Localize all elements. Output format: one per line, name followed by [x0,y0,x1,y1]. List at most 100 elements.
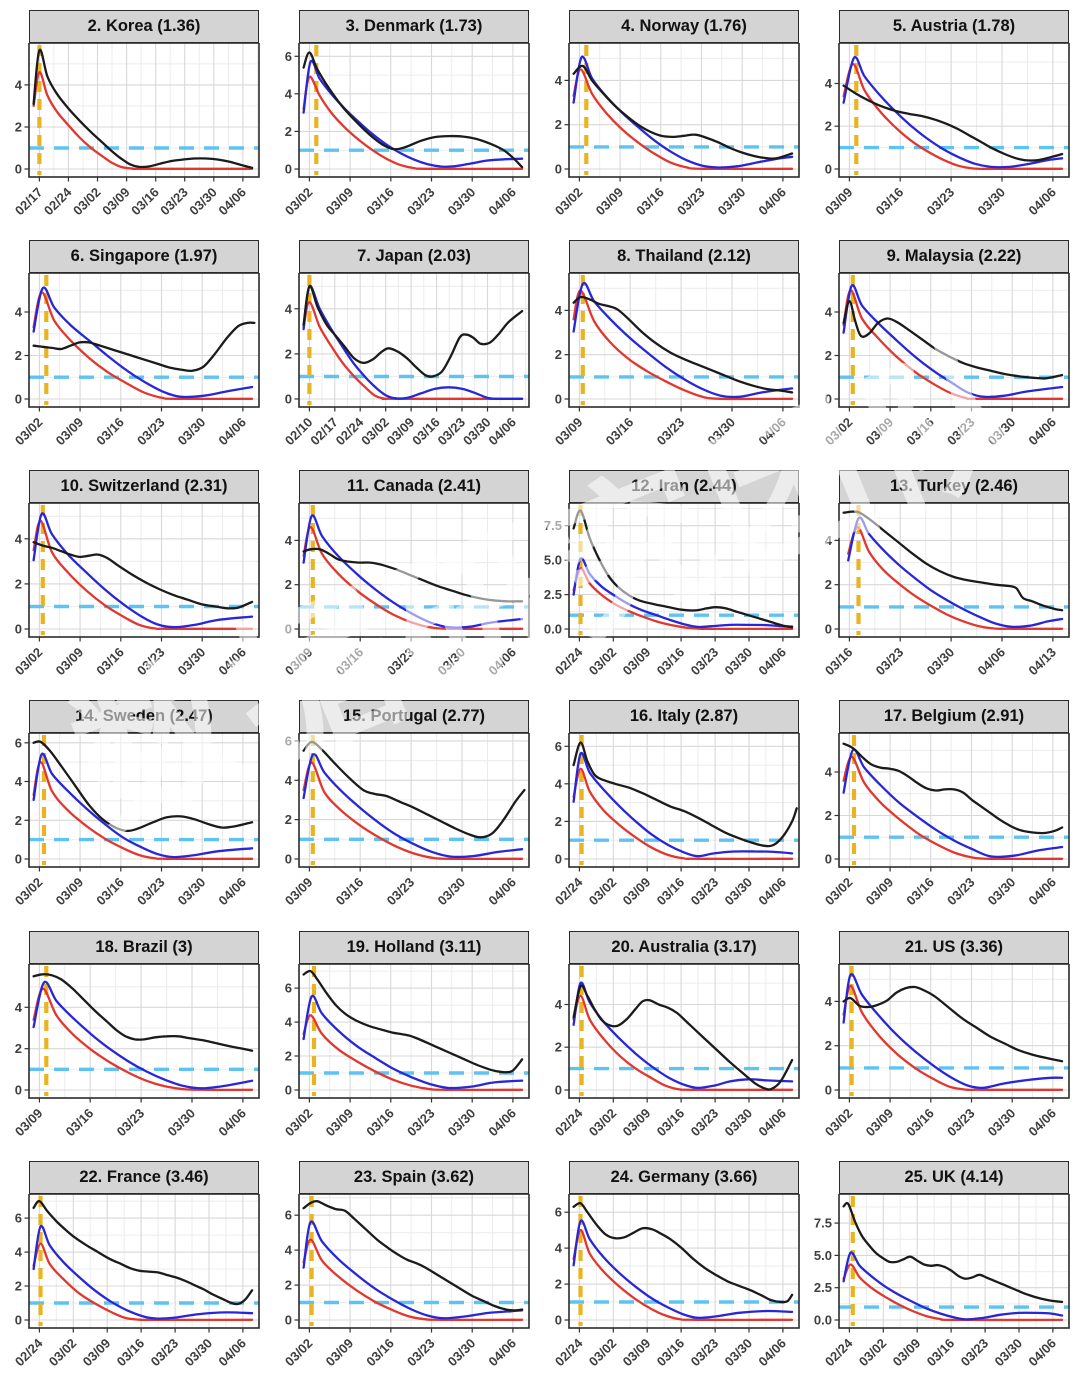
svg-text:03/16: 03/16 [654,1105,688,1139]
series-blue [302,994,524,1089]
series-red [32,987,254,1091]
svg-text:0: 0 [825,622,832,637]
svg-text:03/16: 03/16 [93,645,127,679]
svg-text:03/02: 03/02 [12,415,46,449]
series-blue [32,1224,254,1320]
svg-text:03/30: 03/30 [722,875,756,909]
svg-text:03/30: 03/30 [715,185,749,219]
svg-text:4: 4 [15,999,23,1014]
svg-text:03/02: 03/02 [12,875,46,909]
svg-text:4: 4 [555,1240,563,1255]
svg-text:03/30: 03/30 [975,185,1009,219]
panel-title: 20. Australia (3.17) [569,930,799,964]
svg-text:6: 6 [15,736,22,751]
panel-holland: 19. Holland (3.11) 03/02 03/09 03/16 03/23 03… [270,921,540,1151]
series-red [842,756,1064,861]
svg-text:03/09: 03/09 [620,1335,654,1369]
svg-text:03/09: 03/09 [53,875,87,909]
series-blue [302,59,524,168]
svg-text:03/30: 03/30 [175,645,209,679]
svg-text:03/23: 03/23 [134,875,168,909]
series-black [302,51,524,169]
svg-text:03/30: 03/30 [445,185,479,219]
svg-text:0: 0 [555,162,562,177]
series-blue [842,1251,1064,1321]
series-black [32,972,254,1052]
svg-text:0: 0 [15,1082,22,1097]
svg-text:03/09: 03/09 [53,645,87,679]
svg-text:03/02: 03/02 [46,1335,80,1369]
svg-text:03/09: 03/09 [620,645,654,679]
panel-title: 15. Portugal (2.77) [299,700,529,734]
svg-text:03/30: 03/30 [445,1105,479,1139]
svg-text:04/06: 04/06 [485,645,519,679]
svg-text:4: 4 [825,305,833,320]
series-red [842,63,1064,171]
panel-plot: 03/02 03/09 03/16 03/23 03/30 04/06 0 2 4 6 [282,1193,530,1369]
series-black [842,300,1064,380]
svg-text:04/06: 04/06 [1025,185,1059,219]
svg-text:03/16: 03/16 [633,185,667,219]
svg-text:4: 4 [15,77,23,92]
svg-text:03/23: 03/23 [384,645,418,679]
panel-title: 2. Korea (1.36) [29,10,259,43]
svg-text:03/23: 03/23 [404,185,438,219]
svg-text:03/23: 03/23 [134,415,168,449]
svg-text:03/09: 03/09 [620,1105,654,1139]
svg-text:2: 2 [555,1276,562,1291]
panel-plot: 03/02 03/09 03/16 03/23 03/30 04/06 0 2 4 [552,43,800,219]
panel-plot: 03/02 03/09 03/16 03/23 03/30 04/06 0 2 4 [12,273,260,449]
svg-text:2.5: 2.5 [544,587,562,602]
svg-text:03/16: 03/16 [93,875,127,909]
svg-text:2: 2 [285,578,292,593]
series-red [302,526,524,631]
svg-text:03/30: 03/30 [985,875,1019,909]
svg-text:4: 4 [15,532,23,547]
svg-text:03/02: 03/02 [822,1105,856,1139]
series-blue [842,748,1064,859]
svg-text:03/30: 03/30 [182,1335,216,1369]
svg-text:2: 2 [15,813,22,828]
panel-austria: 5. Austria (1.78) 03/09 03/16 03/23 03/30 04/… [810,0,1080,230]
svg-text:04/06: 04/06 [755,185,789,219]
svg-text:0: 0 [15,392,22,407]
series-black [572,64,794,160]
panel-plot: 03/02 03/09 03/16 03/23 03/30 04/06 0 2 4 [822,273,1070,449]
svg-text:03/23: 03/23 [157,185,191,219]
panel-plot: 03/02 03/09 03/16 03/23 03/30 04/06 0 2 4 [12,503,260,679]
svg-text:03/02: 03/02 [282,185,316,219]
svg-text:04/06: 04/06 [215,645,249,679]
svg-text:4: 4 [285,773,293,788]
series-red [572,1228,794,1321]
svg-text:03/16: 03/16 [903,415,937,449]
series-red [32,71,254,170]
series-blue [572,1219,794,1319]
svg-text:0: 0 [285,162,292,177]
svg-text:03/23: 03/23 [134,645,168,679]
svg-text:2: 2 [825,348,832,363]
series-red [847,526,1064,631]
svg-text:03/23: 03/23 [944,1105,978,1139]
panel-plot: 03/02 03/09 03/16 03/23 03/30 04/06 0 2 4 [822,733,1070,909]
svg-text:2: 2 [555,814,562,829]
panel-title: 21. US (3.36) [839,930,1069,964]
series-red [572,994,794,1091]
panel-plot: 02/24 03/02 03/09 03/16 03/23 03/30 04/06 0 2 4 [552,963,800,1139]
panel-title: 19. Holland (3.11) [299,930,529,964]
panel-switzerland: 10. Switzerland (2.31) 03/02 03/09 03/16 03/… [0,460,270,690]
svg-text:4: 4 [285,1014,293,1029]
svg-text:03/09: 03/09 [620,875,654,909]
svg-text:6: 6 [285,1207,292,1222]
svg-text:2: 2 [825,578,832,593]
series-red [302,1013,524,1091]
panel-uk: 25. UK (4.14) 02/24 03/02 03/09 03/16 03/23 03… [810,1151,1080,1381]
svg-text:4: 4 [555,997,563,1012]
svg-text:2: 2 [285,347,292,362]
series-blue [572,752,794,858]
panel-plot: 02/24 03/02 03/09 03/16 03/23 03/30 04/06 0.0 2.… [814,1193,1070,1369]
svg-text:03/23: 03/23 [384,875,418,909]
svg-text:04/06: 04/06 [215,1335,249,1369]
panel-germany: 24. Germany (3.66) 02/24 03/02 03/09 03/16 03… [540,1151,810,1381]
svg-text:2: 2 [555,347,562,362]
svg-text:03/30: 03/30 [722,1335,756,1369]
